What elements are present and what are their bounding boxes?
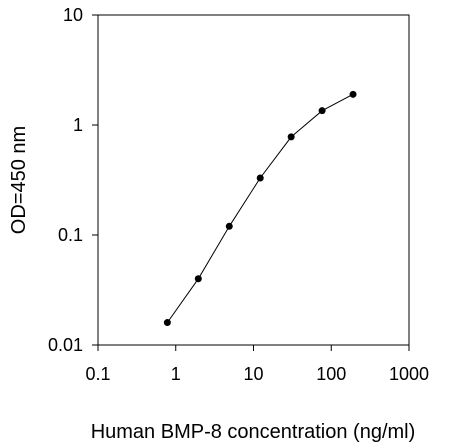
x-tick-label: 1 — [171, 364, 181, 384]
data-point — [318, 107, 326, 115]
x-axis-title: Human BMP-8 concentration (ng/ml) — [91, 421, 416, 443]
y-axis-ticks: 0.01 0.1 1 10 — [48, 5, 98, 355]
y-tick-label: 0.01 — [48, 335, 83, 355]
data-point — [194, 275, 202, 283]
plot-area — [97, 14, 410, 346]
data-point — [163, 319, 171, 327]
data-point — [287, 133, 295, 141]
x-axis-ticks: 0.1 1 10 100 1000 — [85, 345, 429, 384]
x-tick-label: 0.1 — [85, 364, 110, 384]
y-tick-label: 10 — [63, 5, 83, 25]
y-axis-title: OD=450 nm — [8, 126, 30, 234]
x-tick-label: 1000 — [389, 364, 429, 384]
data-point — [256, 174, 264, 182]
x-tick-label: 10 — [243, 364, 263, 384]
y-tick-label: 1 — [73, 115, 83, 135]
x-tick-label: 100 — [316, 364, 346, 384]
y-tick-label: 0.1 — [58, 225, 83, 245]
data-points — [163, 90, 357, 327]
series-line — [166, 93, 354, 323]
data-point — [225, 222, 233, 230]
data-point — [349, 90, 357, 98]
